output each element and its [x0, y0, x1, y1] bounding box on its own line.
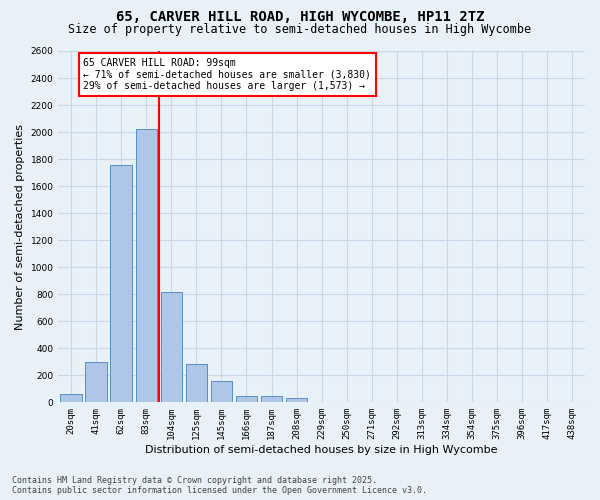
Bar [136, 130, 157, 402]
Y-axis label: Number of semi-detached properties: Number of semi-detached properties [15, 124, 25, 330]
Bar [211, 382, 232, 402]
Text: 65, CARVER HILL ROAD, HIGH WYCOMBE, HP11 2TZ: 65, CARVER HILL ROAD, HIGH WYCOMBE, HP11… [116, 10, 484, 24]
Bar [261, 396, 282, 402]
Text: Size of property relative to semi-detached houses in High Wycombe: Size of property relative to semi-detach… [68, 22, 532, 36]
Text: Contains HM Land Registry data © Crown copyright and database right 2025.
Contai: Contains HM Land Registry data © Crown c… [12, 476, 427, 495]
Bar [60, 394, 82, 402]
Bar [236, 396, 257, 402]
Bar [110, 165, 132, 402]
X-axis label: Distribution of semi-detached houses by size in High Wycombe: Distribution of semi-detached houses by … [145, 445, 498, 455]
Bar [185, 364, 207, 403]
Bar [161, 292, 182, 403]
Bar [286, 398, 307, 402]
Text: 65 CARVER HILL ROAD: 99sqm
← 71% of semi-detached houses are smaller (3,830)
29%: 65 CARVER HILL ROAD: 99sqm ← 71% of semi… [83, 58, 371, 91]
Bar [85, 362, 107, 403]
